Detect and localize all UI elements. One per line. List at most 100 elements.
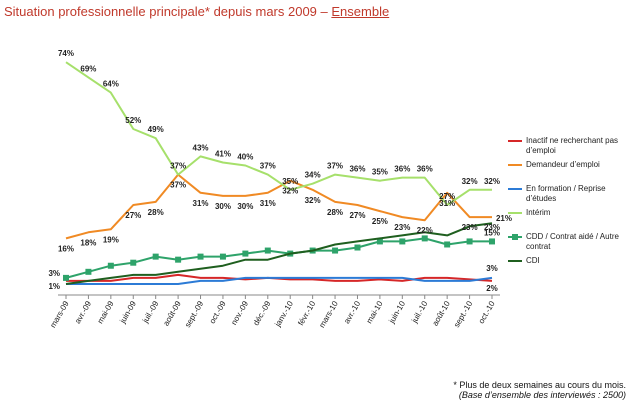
- chart-legend: Inactif ne recherchant pas d’emploi Dema…: [508, 136, 632, 280]
- data-label: 37%: [170, 162, 186, 171]
- data-point-marker: [63, 274, 69, 281]
- data-label: 32%: [305, 196, 321, 205]
- data-label: 27%: [439, 192, 455, 201]
- data-label: 23%: [394, 223, 410, 232]
- data-label: 30%: [237, 202, 253, 211]
- legend-swatch-formation: [508, 184, 522, 194]
- legend-label-cdi: CDI: [526, 256, 540, 265]
- data-point-marker: [85, 268, 92, 275]
- series-line-5: [65, 222, 493, 285]
- legend-item-cdd: CDD / Contrat aidé / Autre contrat: [508, 232, 632, 252]
- data-label: 35%: [282, 177, 298, 186]
- footnote-line-1: * Plus de deux semaines au cours du mois…: [453, 380, 626, 390]
- x-tick-label: déc.-09: [251, 299, 272, 327]
- data-label: 36%: [394, 165, 410, 174]
- data-point-marker: [130, 259, 137, 266]
- data-label: 36%: [349, 165, 365, 174]
- data-point-marker: [152, 253, 159, 260]
- data-label: 23%: [462, 223, 478, 232]
- data-label: 37%: [260, 162, 276, 171]
- series-line-4: [65, 237, 492, 279]
- data-label: 19%: [103, 235, 119, 244]
- x-tick-label: avr.-10: [342, 299, 362, 325]
- data-label: 69%: [80, 64, 96, 73]
- data-label: 1%: [48, 282, 60, 291]
- legend-swatch-demandeur: [508, 160, 522, 170]
- data-label: 28%: [148, 208, 164, 217]
- data-label: 31%: [439, 199, 455, 208]
- chart-title-highlight: Ensemble: [331, 4, 390, 19]
- data-label: 3%: [486, 264, 498, 273]
- data-label: 40%: [237, 153, 253, 162]
- data-label: 2%: [486, 284, 498, 293]
- x-tick-label: janv.-10: [273, 299, 296, 329]
- legend-label-cdd: CDD / Contrat aidé / Autre contrat: [526, 232, 619, 251]
- data-label: 3%: [48, 269, 60, 278]
- data-label: 25%: [372, 217, 388, 226]
- data-label: 30%: [215, 202, 231, 211]
- chart-title-main: Situation professionnelle principale* de…: [4, 4, 332, 19]
- data-point-marker: [219, 253, 226, 260]
- data-point-marker: [399, 238, 406, 245]
- data-point-marker: [376, 238, 383, 245]
- data-point-marker: [197, 253, 204, 260]
- series-line-1: [65, 173, 492, 240]
- x-tick-label: août-10: [431, 299, 453, 327]
- legend-swatch-inactif: [508, 136, 522, 146]
- data-label: 32%: [282, 187, 298, 196]
- legend-item-demandeur: Demandeur d’emploi: [508, 160, 632, 180]
- legend-label-interim: Intérim: [526, 208, 551, 217]
- data-label: 22%: [417, 226, 433, 235]
- data-label: 52%: [125, 116, 141, 125]
- x-tick-label: mars-09: [48, 299, 71, 329]
- data-label: 31%: [260, 199, 276, 208]
- x-tick-label: sept.-09: [183, 299, 206, 329]
- data-label: 32%: [484, 177, 500, 186]
- data-label: 49%: [148, 125, 164, 134]
- data-point-marker: [264, 247, 271, 254]
- data-label: 43%: [193, 143, 209, 152]
- data-label: 27%: [125, 211, 141, 220]
- data-label: 27%: [349, 211, 365, 220]
- data-point-marker: [444, 241, 451, 248]
- data-point-marker: [354, 244, 361, 251]
- data-point-marker: [175, 256, 182, 263]
- legend-swatch-cdi: [508, 256, 522, 266]
- x-tick-label: nov.-09: [229, 299, 250, 327]
- legend-label-inactif: Inactif ne recherchant pas d’emploi: [526, 136, 619, 155]
- series-line-3: [65, 61, 492, 206]
- data-label: 28%: [327, 208, 343, 217]
- legend-item-inactif: Inactif ne recherchant pas d’emploi: [508, 136, 632, 156]
- data-label: 16%: [58, 244, 74, 253]
- x-tick-label: mars-10: [317, 299, 340, 329]
- data-point-marker: [466, 238, 473, 245]
- x-tick-label: févr.-10: [296, 299, 317, 327]
- legend-item-formation: En formation / Reprise d’études: [508, 184, 632, 204]
- x-tick-label: mai-10: [365, 299, 385, 325]
- data-point-marker: [332, 247, 339, 254]
- data-point-marker: [421, 235, 428, 242]
- legend-item-interim: Intérim: [508, 208, 632, 228]
- data-label: 34%: [305, 171, 321, 180]
- x-tick-label: sept.-10: [452, 299, 475, 329]
- data-label: 32%: [462, 177, 478, 186]
- data-label: 64%: [103, 80, 119, 89]
- x-tick-label: mai-09: [96, 299, 116, 325]
- data-label: 74%: [58, 49, 74, 58]
- data-label: 18%: [80, 238, 96, 247]
- x-tick-label: juil.-10: [409, 299, 429, 325]
- data-label: 15%: [484, 228, 500, 237]
- legend-swatch-cdd: [508, 232, 522, 242]
- data-label: 23%: [484, 223, 500, 232]
- x-tick-label: juin-10: [387, 299, 408, 326]
- legend-item-cdi: CDI: [508, 256, 632, 276]
- x-tick-label: avr.-09: [73, 299, 93, 325]
- data-label: 21%: [496, 214, 512, 223]
- data-point-marker: [242, 250, 249, 257]
- x-tick-label: juil.-09: [140, 299, 160, 325]
- x-tick-label: oct.-10: [477, 299, 497, 325]
- footnote: * Plus de deux semaines au cours du mois…: [453, 380, 626, 400]
- data-point-marker: [107, 262, 114, 269]
- data-label: 37%: [327, 162, 343, 171]
